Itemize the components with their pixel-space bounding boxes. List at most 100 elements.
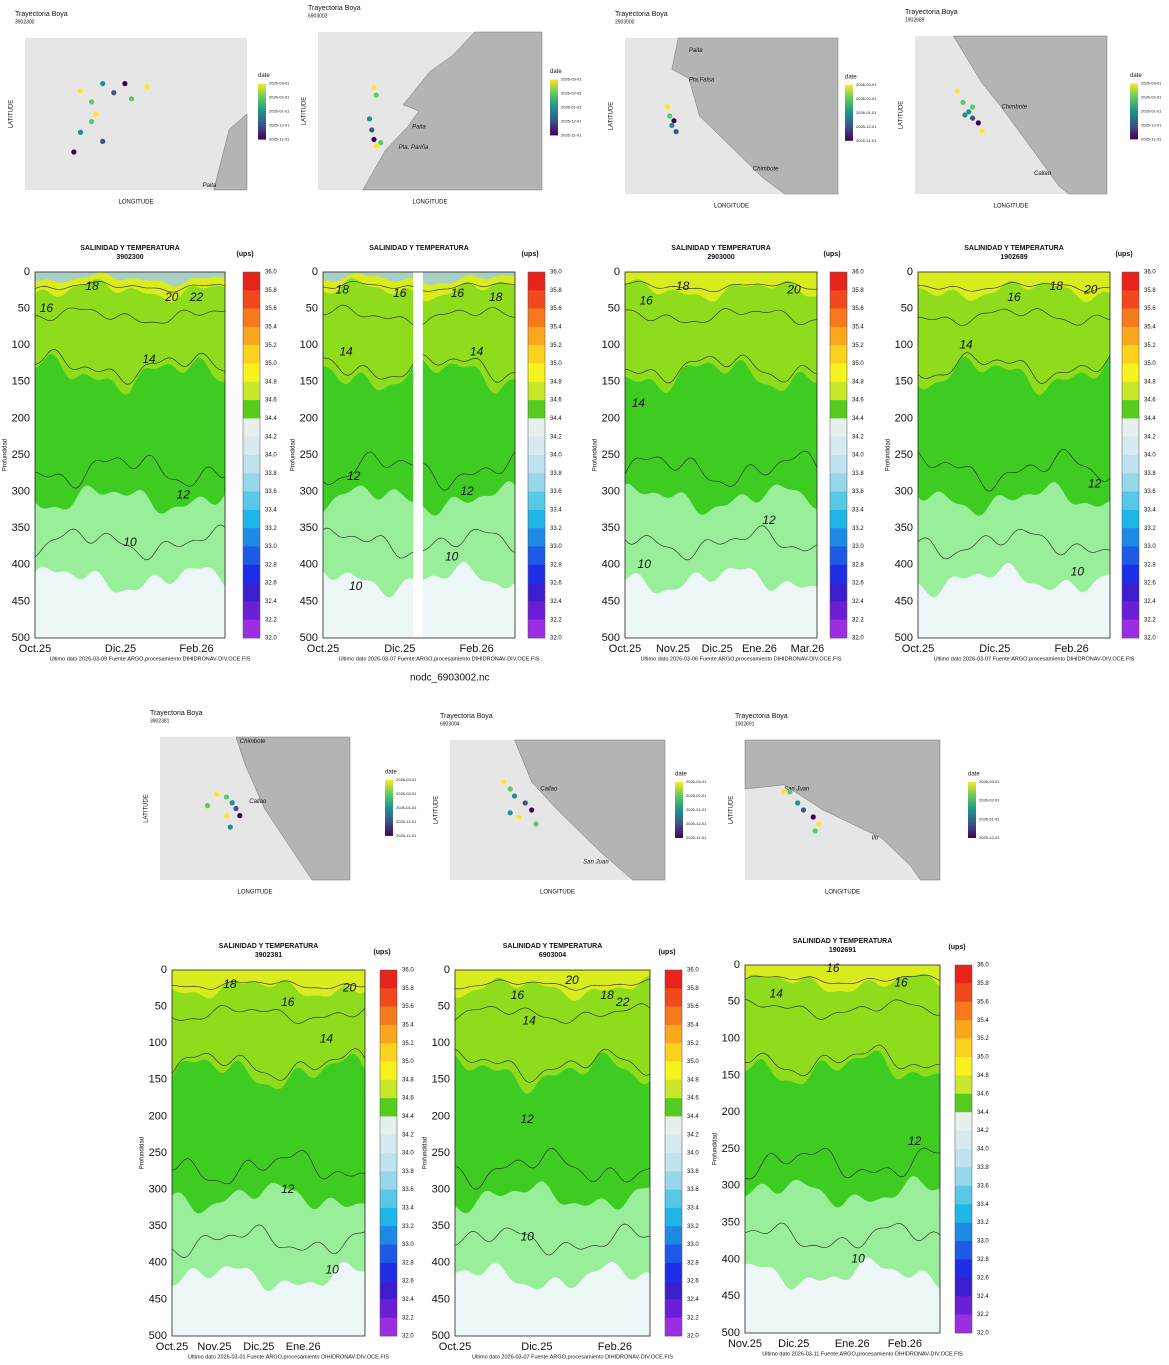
- contour-label: 16: [826, 961, 840, 975]
- colorbar-label: 33.8: [550, 471, 562, 477]
- y-tick-label: 50: [901, 303, 913, 315]
- float-position: [93, 111, 99, 117]
- colorbar-label: 34.2: [402, 1132, 414, 1138]
- legend-label: 2026-01-01: [856, 110, 877, 115]
- colorbar-segment: [955, 1057, 972, 1076]
- colorbar-segment: [830, 491, 847, 511]
- y-tick-label: 0: [734, 959, 740, 971]
- contour-label: 12: [460, 484, 474, 498]
- field-lime: [625, 272, 817, 394]
- colorbar-label: 35.6: [852, 306, 864, 312]
- y-tick-label: 500: [12, 632, 30, 644]
- map-id: 3902300: [15, 19, 35, 25]
- plot-frame: [454, 969, 651, 1337]
- y-tick-label: 50: [728, 996, 740, 1008]
- float-position: [787, 789, 793, 795]
- isotherm: [917, 528, 1111, 560]
- contour-label: 16: [511, 988, 525, 1002]
- float-position: [373, 92, 379, 98]
- y-tick-label: 400: [300, 559, 318, 571]
- legend-colorbar: [845, 84, 853, 141]
- isotherm: [34, 524, 226, 561]
- contour-label: 10: [1071, 564, 1085, 578]
- y-tick-label: 500: [722, 1327, 740, 1339]
- legend-label: 2025-11-01: [856, 138, 877, 143]
- place-name: Paita: [203, 183, 217, 189]
- x-tick-label: Feb.26: [1054, 643, 1088, 655]
- legend-label: 2026-03-01: [856, 82, 877, 87]
- contour-label: 18: [85, 279, 99, 293]
- float-position: [529, 807, 535, 813]
- x-axis-label: LONGITUDE: [714, 204, 749, 210]
- isotherm: [625, 308, 818, 326]
- float-position: [979, 128, 985, 134]
- colorbar-segment: [955, 1093, 972, 1113]
- isotherm: [624, 525, 818, 561]
- land: [671, 37, 839, 195]
- y-tick-label: 450: [895, 595, 913, 607]
- colorbar-label: 35.6: [1144, 306, 1156, 312]
- legend-label: 2026-02-01: [269, 95, 290, 100]
- colorbar-segment: [380, 1317, 397, 1337]
- colorbar-segment: [665, 970, 682, 989]
- colorbar-segment: [380, 1024, 397, 1044]
- colorbar-segment: [243, 345, 260, 364]
- y-axis-label: LATITUDE: [302, 97, 308, 126]
- colorbar-segment: [1122, 345, 1139, 364]
- map-title: Trayectoria Boya: [905, 9, 958, 16]
- colorbar-label: 32.8: [852, 562, 864, 568]
- float-position: [237, 813, 243, 819]
- float-position: [223, 813, 230, 819]
- colorbar-segment: [955, 1001, 972, 1021]
- colorbar-label: 36.0: [402, 968, 414, 974]
- y-tick-label: 450: [432, 1293, 450, 1305]
- colorbar-segment: [380, 988, 397, 1007]
- y-tick-label: 150: [12, 376, 30, 388]
- contour-label: 14: [320, 1032, 334, 1046]
- colorbar-frame: [829, 271, 848, 639]
- float-position: [111, 90, 117, 96]
- colorbar-label: 33.0: [1144, 544, 1156, 550]
- isotherm: [744, 974, 941, 985]
- colorbar-segment: [830, 345, 847, 364]
- y-axis-label: Profundidad: [423, 1137, 429, 1169]
- y-tick-label: 50: [18, 303, 30, 315]
- x-tick-label: Dic.25: [702, 643, 733, 655]
- colorbar-segment: [955, 1075, 972, 1095]
- contour-label: 10: [851, 1252, 865, 1266]
- colorbar-segment: [955, 983, 972, 1003]
- x-tick-label: Oct.25: [902, 643, 934, 655]
- y-tick-label: 250: [602, 449, 620, 461]
- isotherm: [624, 450, 818, 487]
- footer: Ultimo dato 2026-03-09 Fuente:ARGO,proce…: [50, 656, 251, 662]
- legend-title: date: [1130, 73, 1142, 79]
- colorbar-label: 34.0: [265, 453, 277, 459]
- y-tick-label: 450: [722, 1290, 740, 1302]
- colorbar-segment: [955, 1020, 972, 1039]
- colorbar-label: 33.2: [1144, 526, 1156, 532]
- colorbar-label: 35.8: [402, 986, 414, 992]
- colorbar-unit: (ups): [1115, 251, 1132, 258]
- colorbar-unit: (ups): [521, 251, 538, 258]
- colorbar-segment: [665, 1043, 682, 1062]
- colorbar-label: 34.6: [687, 1096, 699, 1102]
- map-id: 1902691: [735, 721, 755, 727]
- x-tick-label: Dic.25: [243, 1341, 274, 1353]
- colorbar-label: 33.4: [687, 1205, 699, 1211]
- y-tick-label: 150: [432, 1074, 450, 1086]
- colorbar-label: 34.4: [852, 416, 864, 422]
- colorbar-label: 32.2: [265, 617, 277, 623]
- colorbar-segment: [380, 1171, 397, 1190]
- colorbar-segment: [528, 509, 545, 529]
- legend-colorbar: [968, 782, 976, 838]
- contour-label: 10: [123, 535, 137, 549]
- y-tick-label: 100: [722, 1033, 740, 1045]
- colorbar-label: 32.0: [852, 636, 864, 642]
- field-yellow: [918, 272, 1110, 303]
- colorbar-label: 32.6: [1144, 581, 1156, 587]
- x-tick-label: Ene.26: [742, 643, 777, 655]
- legend-label: 2026-02-01: [686, 793, 707, 798]
- y-tick-label: 200: [722, 1106, 740, 1118]
- colorbar-unit: (ups): [658, 949, 675, 956]
- legend-label: 2025-11-01: [1141, 136, 1162, 141]
